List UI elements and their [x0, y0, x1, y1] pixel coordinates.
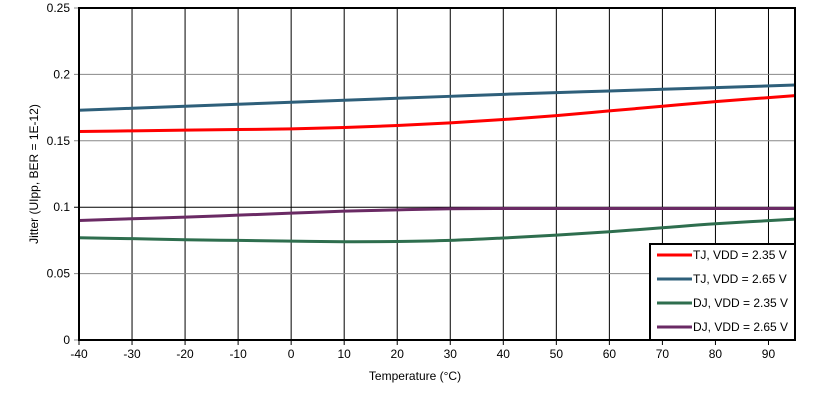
- legend: TJ, VDD = 2.35 V TJ, VDD = 2.65 V DJ, VDD …: [649, 243, 796, 341]
- x-tick-label: -40: [70, 347, 88, 361]
- series-line-2: [78, 217, 796, 244]
- x-tick-label: 60: [603, 347, 617, 361]
- x-tick-label: 20: [391, 347, 405, 361]
- y-tick-label: 0.15: [47, 134, 71, 148]
- y-tick-labels: 0 0.05 0.1 0.15 0.2 0.25: [47, 1, 71, 347]
- x-tick-label: 50: [550, 347, 564, 361]
- y-tick-label: 0: [63, 333, 70, 347]
- y-tick-label: 0.25: [47, 1, 71, 15]
- y-tick-label: 0.2: [53, 67, 70, 81]
- x-tick-label: -20: [176, 347, 194, 361]
- legend-box: [649, 243, 796, 341]
- y-tick-label: 0.1: [53, 200, 70, 214]
- series-line-0: [78, 94, 796, 134]
- legend-label: TJ, VDD = 2.35 V: [693, 248, 787, 262]
- y-axis-label: Jitter (UIpp, BER = 1E-12): [27, 104, 41, 244]
- legend-label: DJ, VDD = 2.65 V: [693, 320, 788, 334]
- legend-label: DJ, VDD = 2.35 V: [693, 296, 788, 310]
- x-axis-label: Temperature (°C): [369, 369, 461, 383]
- legend-label: TJ, VDD = 2.65 V: [693, 272, 787, 286]
- x-tick-labels: -40 -30 -20 -10 0 10 20 30 40 50 60 70 80 90: [70, 347, 775, 361]
- x-tick-label: 90: [762, 347, 776, 361]
- x-tick-label: 70: [656, 347, 670, 361]
- x-tick-label: -30: [123, 347, 141, 361]
- y-tick-label: 0.05: [47, 267, 71, 281]
- x-tick-label: -10: [229, 347, 247, 361]
- x-tick-label: 0: [288, 347, 295, 361]
- plot-frame: [78, 7, 796, 341]
- x-tick-label: 40: [497, 347, 511, 361]
- series-line-1: [78, 83, 796, 112]
- x-tick-label: 30: [444, 347, 458, 361]
- series-line-3: [78, 207, 795, 222]
- x-tick-label: 10: [338, 347, 352, 361]
- series-lines: [78, 83, 796, 244]
- x-tick-label: 80: [709, 347, 723, 361]
